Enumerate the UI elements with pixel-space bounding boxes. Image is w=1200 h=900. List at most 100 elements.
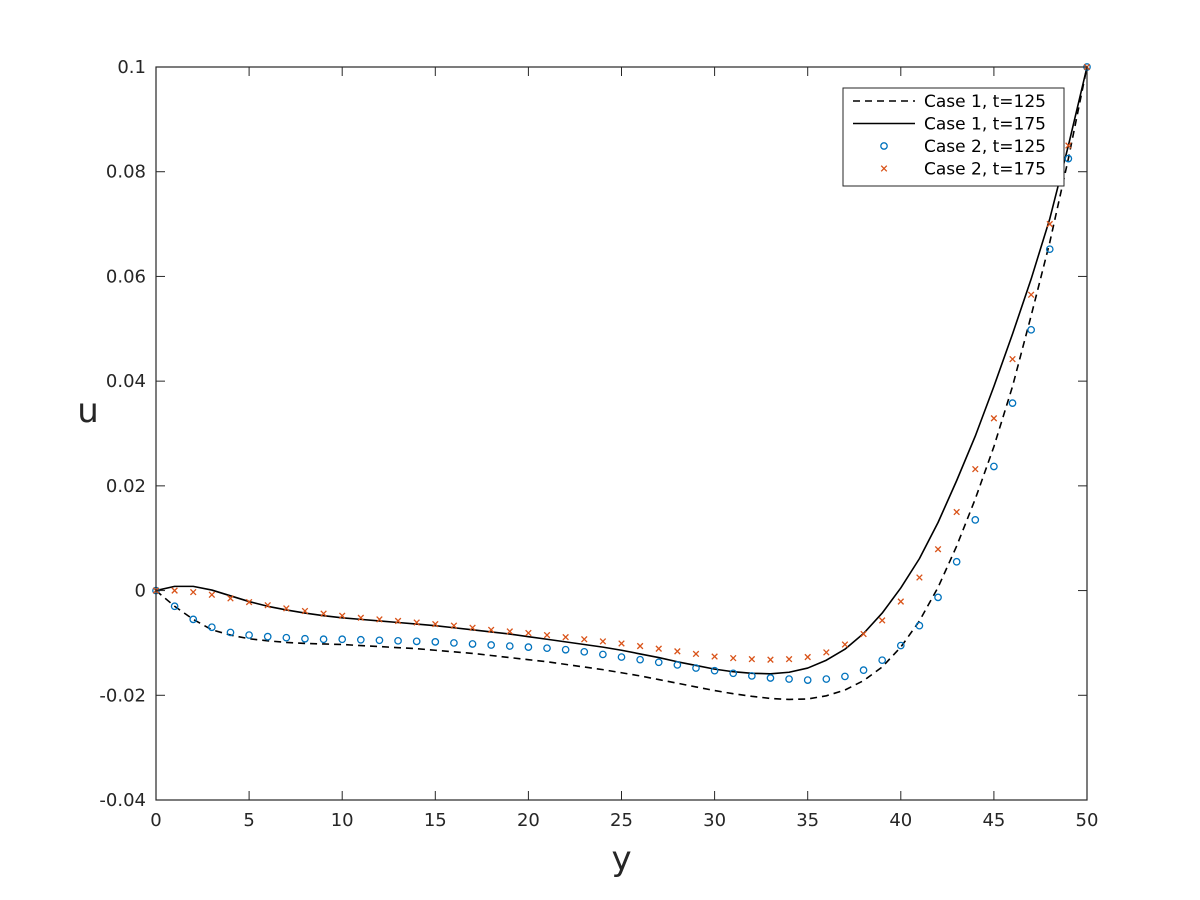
series-3-point — [412, 637, 421, 646]
series-4-point — [878, 617, 886, 624]
series-1-line — [155, 66, 1088, 701]
series-3-point — [580, 647, 589, 656]
series-3-point — [245, 631, 253, 639]
cross-stroke — [823, 649, 830, 656]
x-tick-label: 0 — [150, 810, 161, 831]
legend-item: Case 1, t=175 — [853, 115, 1046, 135]
cross-stroke — [878, 617, 886, 624]
series-4-point — [897, 598, 905, 605]
series-3-point — [934, 593, 942, 602]
series-4-point — [171, 587, 178, 594]
cross-stroke — [990, 415, 998, 422]
series-4-point — [823, 649, 830, 656]
series-4-point — [599, 638, 607, 645]
cross-stroke — [543, 631, 551, 639]
series-3-point — [505, 642, 514, 650]
series-4-point — [618, 640, 625, 647]
series-4-point — [357, 614, 365, 622]
series-3-point — [710, 666, 719, 675]
y-tick-label: 0.02 — [106, 476, 146, 497]
series-4-point — [1065, 142, 1072, 149]
series-4 — [152, 63, 1091, 663]
legend-item: Case 2, t=175 — [880, 160, 1046, 180]
cross-stroke — [860, 630, 867, 638]
series-4-point — [227, 595, 234, 602]
series-3-point — [431, 638, 440, 646]
x-tick-label: 15 — [424, 810, 447, 831]
series-4-point — [469, 624, 476, 632]
cross-stroke — [506, 628, 514, 635]
series-3-point — [282, 633, 291, 642]
x-axis-label: y — [611, 839, 631, 879]
series-4-point — [581, 636, 588, 643]
series-3-point — [636, 655, 644, 664]
series-3-point — [1027, 325, 1035, 334]
cross-stroke — [208, 591, 216, 599]
cross-stroke — [283, 605, 290, 612]
series-4-point — [432, 620, 439, 628]
cross-stroke — [450, 622, 458, 629]
cross-stroke — [320, 610, 327, 617]
x-tick-label: 25 — [610, 810, 633, 831]
series-3-point — [170, 602, 179, 611]
x-tick-label: 30 — [703, 810, 726, 831]
series-3-point — [747, 672, 756, 680]
legend-item: Case 2, t=125 — [880, 137, 1046, 157]
cross-stroke — [357, 614, 365, 622]
cross-stroke — [934, 545, 942, 553]
legend-label: Case 1, t=175 — [924, 115, 1046, 135]
series-3-point — [1064, 154, 1073, 163]
series-4-point — [674, 648, 681, 655]
cross-stroke — [1027, 291, 1035, 299]
x-tick-label: 5 — [243, 810, 254, 831]
cross-stroke — [916, 574, 923, 581]
series-4-point — [916, 574, 923, 581]
series-3-point — [375, 636, 384, 645]
y-tick-label: -0.04 — [99, 790, 146, 811]
series-4-point — [413, 619, 420, 626]
series-4-point — [264, 601, 271, 609]
cross-stroke — [618, 640, 625, 647]
y-tick-label: 0.06 — [106, 266, 146, 287]
series-4-point — [506, 628, 514, 635]
series-3-point — [654, 658, 663, 667]
series-3-point — [822, 675, 831, 683]
series-3-point — [226, 628, 235, 637]
cross-stroke — [972, 465, 979, 473]
series-4-point — [711, 653, 718, 660]
cross-stroke — [1046, 220, 1054, 228]
y-tick-label: 0 — [135, 581, 146, 602]
series-3-point — [617, 653, 626, 661]
plot-area — [156, 67, 1087, 800]
legend-swatch — [880, 142, 888, 150]
legend-item: Case 1, t=125 — [853, 92, 1046, 112]
series-4-point — [543, 631, 551, 639]
cross-stroke — [674, 648, 681, 655]
series-4-point — [525, 629, 532, 637]
series-4-point — [562, 633, 569, 641]
series-4-point — [934, 545, 942, 553]
x-tick-label: 20 — [517, 810, 540, 831]
series-4-point — [636, 642, 644, 650]
cross-stroke — [880, 165, 888, 172]
series-3-point — [952, 557, 961, 566]
series-4-point — [1046, 220, 1054, 228]
series-3-point — [319, 635, 328, 644]
series-4-point — [283, 605, 290, 612]
cross-stroke — [301, 607, 309, 615]
cross-stroke — [804, 653, 811, 661]
legend-label: Case 2, t=175 — [924, 160, 1046, 180]
series-4-point — [655, 645, 662, 652]
series-3-point — [803, 676, 812, 684]
cross-stroke — [189, 588, 197, 596]
cross-stroke — [432, 620, 439, 628]
series-3-point — [468, 640, 477, 648]
cross-stroke — [413, 619, 420, 626]
series-3-point — [878, 656, 887, 665]
series-4-point — [450, 622, 458, 629]
series-4-point — [208, 591, 216, 599]
series-3-point — [189, 615, 198, 624]
cross-stroke — [599, 638, 607, 645]
